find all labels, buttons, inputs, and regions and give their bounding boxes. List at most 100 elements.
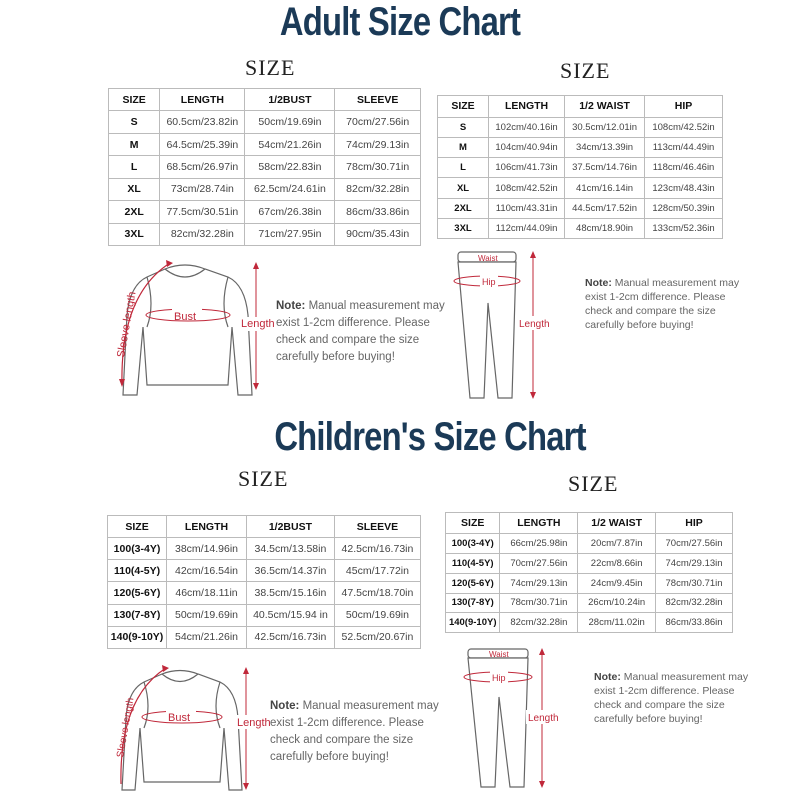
- measurement-cell: 82cm/32.28in: [499, 612, 579, 633]
- note-text: exist 1-2cm difference. Please: [276, 317, 430, 329]
- table-row: 3XL 82cm/32.28in 71cm/27.95in 90cm/35.43in: [107, 222, 421, 247]
- column-header: SIZE: [107, 87, 161, 112]
- length-label: Length: [237, 717, 271, 729]
- measurement-cell: 38cm/14.96in: [166, 537, 247, 561]
- measurement-cell: 47.5cm/18.70in: [333, 581, 422, 605]
- measurement-cell: 108cm/42.52in: [488, 177, 566, 199]
- size-cell: XL: [107, 177, 161, 202]
- measurement-cell: 28cm/11.02in: [577, 612, 657, 633]
- table-row: 130(7-8Y) 78cm/30.71in 26cm/10.24in 82cm/32…: [444, 592, 733, 614]
- size-cell: 140(9-10Y): [444, 612, 501, 633]
- column-header: 1/2 WAIST: [577, 511, 657, 535]
- size-cell: S: [107, 110, 161, 134]
- adult-top-note: Note: Manual measurement may exist 1-2cm…: [276, 298, 445, 366]
- measurement-cell: 26cm/10.24in: [577, 592, 657, 614]
- measurement-cell: 38.5cm/15.16in: [245, 581, 335, 605]
- children-bottom-size-table: SIZE LENGTH 1/2 WAIST HIP 100(3-4Y) 66cm/25.9…: [444, 511, 733, 633]
- table-row: 100(3-4Y) 66cm/25.98in 20cm/7.87in 70cm/27.…: [444, 533, 733, 555]
- table-row: XL 108cm/42.52in 41cm/16.14in 123cm/48.43in: [436, 177, 723, 199]
- table-header-row: SIZE LENGTH 1/2 WAIST HIP: [444, 511, 733, 535]
- table-row: S 60.5cm/23.82in 50cm/19.69in 70cm/27.56in: [107, 110, 421, 134]
- note-text: Manual measurement may: [611, 277, 740, 289]
- measurement-cell: 78cm/30.71in: [499, 592, 579, 614]
- table-row: 140(9-10Y) 54cm/21.26in 42.5cm/16.73in 52.5…: [106, 625, 422, 650]
- length-label: Length: [241, 318, 275, 330]
- column-header: SLEEVE: [334, 87, 421, 112]
- measurement-cell: 42.5cm/16.73in: [333, 537, 422, 561]
- table-row: 120(5-6Y) 74cm/29.13in 24cm/9.45in 78cm/30.…: [444, 572, 733, 594]
- size-cell: 100(3-4Y): [106, 537, 168, 561]
- table-row: 100(3-4Y) 38cm/14.96in 34.5cm/13.58in 42.5c…: [106, 537, 422, 561]
- table-row: 110(4-5Y) 42cm/16.54in 36.5cm/14.37in 45cm/…: [106, 559, 422, 583]
- size-cell: 3XL: [436, 217, 490, 240]
- measurement-cell: 108cm/42.52in: [644, 116, 723, 139]
- column-header: SLEEVE: [333, 514, 422, 539]
- size-cell: 2XL: [436, 197, 490, 219]
- measurement-cell: 42.5cm/16.73in: [245, 625, 335, 650]
- measurement-cell: 78cm/30.71in: [655, 572, 733, 594]
- measurement-cell: 133cm/52.36in: [644, 217, 723, 240]
- measurement-cell: 74cm/29.13in: [655, 553, 733, 574]
- note-label: Note:: [276, 300, 306, 312]
- measurement-cell: 90cm/35.43in: [334, 222, 421, 247]
- note-text: carefully before buying!: [585, 319, 694, 331]
- top-size-heading: SIZE: [238, 466, 289, 491]
- column-header: SIZE: [444, 511, 501, 535]
- measurement-cell: 54cm/21.26in: [166, 625, 247, 650]
- table-row: XL 73cm/28.74in 62.5cm/24.61in 82cm/32.28in: [107, 177, 421, 202]
- measurement-cell: 62.5cm/24.61in: [244, 177, 336, 202]
- table-header-row: SIZE LENGTH 1/2BUST SLEEVE: [106, 514, 422, 539]
- note-text: carefully before buying!: [594, 713, 703, 725]
- measurement-cell: 86cm/33.86in: [334, 200, 421, 224]
- note-label: Note:: [585, 277, 612, 289]
- table-header-row: SIZE LENGTH 1/2 WAIST HIP: [436, 95, 723, 118]
- measurement-cell: 70cm/27.56in: [499, 553, 579, 574]
- table-row: 130(7-8Y) 50cm/19.69in 40.5cm/15.94 in 50cm…: [106, 603, 422, 627]
- size-cell: XL: [436, 177, 490, 199]
- measurement-cell: 42cm/16.54in: [166, 559, 247, 583]
- measurement-cell: 73cm/28.74in: [159, 177, 246, 202]
- measurement-cell: 82cm/32.28in: [159, 222, 246, 247]
- size-cell: S: [436, 116, 490, 139]
- shirt-diagram: Sleeve length Bust Length: [115, 665, 271, 791]
- size-cell: 120(5-6Y): [444, 572, 501, 594]
- waist-label: Waist: [489, 650, 509, 659]
- adult-top-size-table: SIZE LENGTH 1/2BUST SLEEVE S 60.5cm/23.82in 50…: [107, 87, 421, 247]
- measurement-cell: 50cm/19.69in: [333, 603, 422, 627]
- measurement-cell: 102cm/40.16in: [488, 116, 566, 139]
- table-row: 140(9-10Y) 82cm/32.28in 28cm/11.02in 86cm/3…: [444, 612, 733, 633]
- size-cell: M: [436, 137, 490, 159]
- size-cell: 2XL: [107, 200, 161, 224]
- measurement-cell: 77.5cm/30.51in: [159, 200, 246, 224]
- column-header: HIP: [655, 511, 733, 535]
- waist-label: Waist: [478, 254, 498, 263]
- note-text: carefully before buying!: [270, 751, 389, 763]
- note-label: Note:: [594, 671, 621, 683]
- measurement-cell: 112cm/44.09in: [488, 217, 566, 240]
- note-text: check and compare the size: [270, 734, 414, 746]
- table-row: L 106cm/41.73in 37.5cm/14.76in 118cm/46.46i…: [436, 157, 723, 179]
- size-cell: 110(4-5Y): [444, 553, 501, 574]
- table-row: 110(4-5Y) 70cm/27.56in 22cm/8.66in 74cm/29.…: [444, 553, 733, 574]
- size-cell: 100(3-4Y): [444, 533, 501, 555]
- column-header: HIP: [644, 95, 723, 118]
- table-row: L 68.5cm/26.97in 58cm/22.83in 78cm/30.71in: [107, 155, 421, 179]
- column-header: LENGTH: [488, 95, 566, 118]
- note-text: Manual measurement may: [299, 700, 439, 712]
- table-row: 2XL 77.5cm/30.51in 67cm/26.38in 86cm/33.86i…: [107, 200, 421, 224]
- measurement-cell: 44.5cm/17.52in: [564, 197, 646, 219]
- table-row: 3XL 112cm/44.09in 48cm/18.90in 133cm/52.36i…: [436, 217, 723, 240]
- measurement-cell: 41cm/16.14in: [564, 177, 646, 199]
- adult-size-chart-title: Adult Size Chart: [279, 0, 521, 44]
- bottom-size-heading: SIZE: [568, 471, 619, 496]
- measurement-cell: 24cm/9.45in: [577, 572, 657, 594]
- bust-label: Bust: [168, 712, 190, 724]
- measurement-cell: 22cm/8.66in: [577, 553, 657, 574]
- size-cell: L: [436, 157, 490, 179]
- children-bottom-note: Note: Manual measurement may exist 1-2cm…: [594, 670, 748, 726]
- adult-bottom-size-table: SIZE LENGTH 1/2 WAIST HIP S 102cm/40.16in 30.5…: [436, 95, 723, 240]
- measurement-cell: 50cm/19.69in: [244, 110, 336, 134]
- measurement-cell: 46cm/18.11in: [166, 581, 247, 605]
- note-text: check and compare the size: [276, 334, 420, 346]
- measurement-cell: 30.5cm/12.01in: [564, 116, 646, 139]
